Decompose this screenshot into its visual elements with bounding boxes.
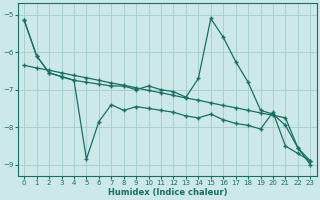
X-axis label: Humidex (Indice chaleur): Humidex (Indice chaleur) [108, 188, 227, 197]
